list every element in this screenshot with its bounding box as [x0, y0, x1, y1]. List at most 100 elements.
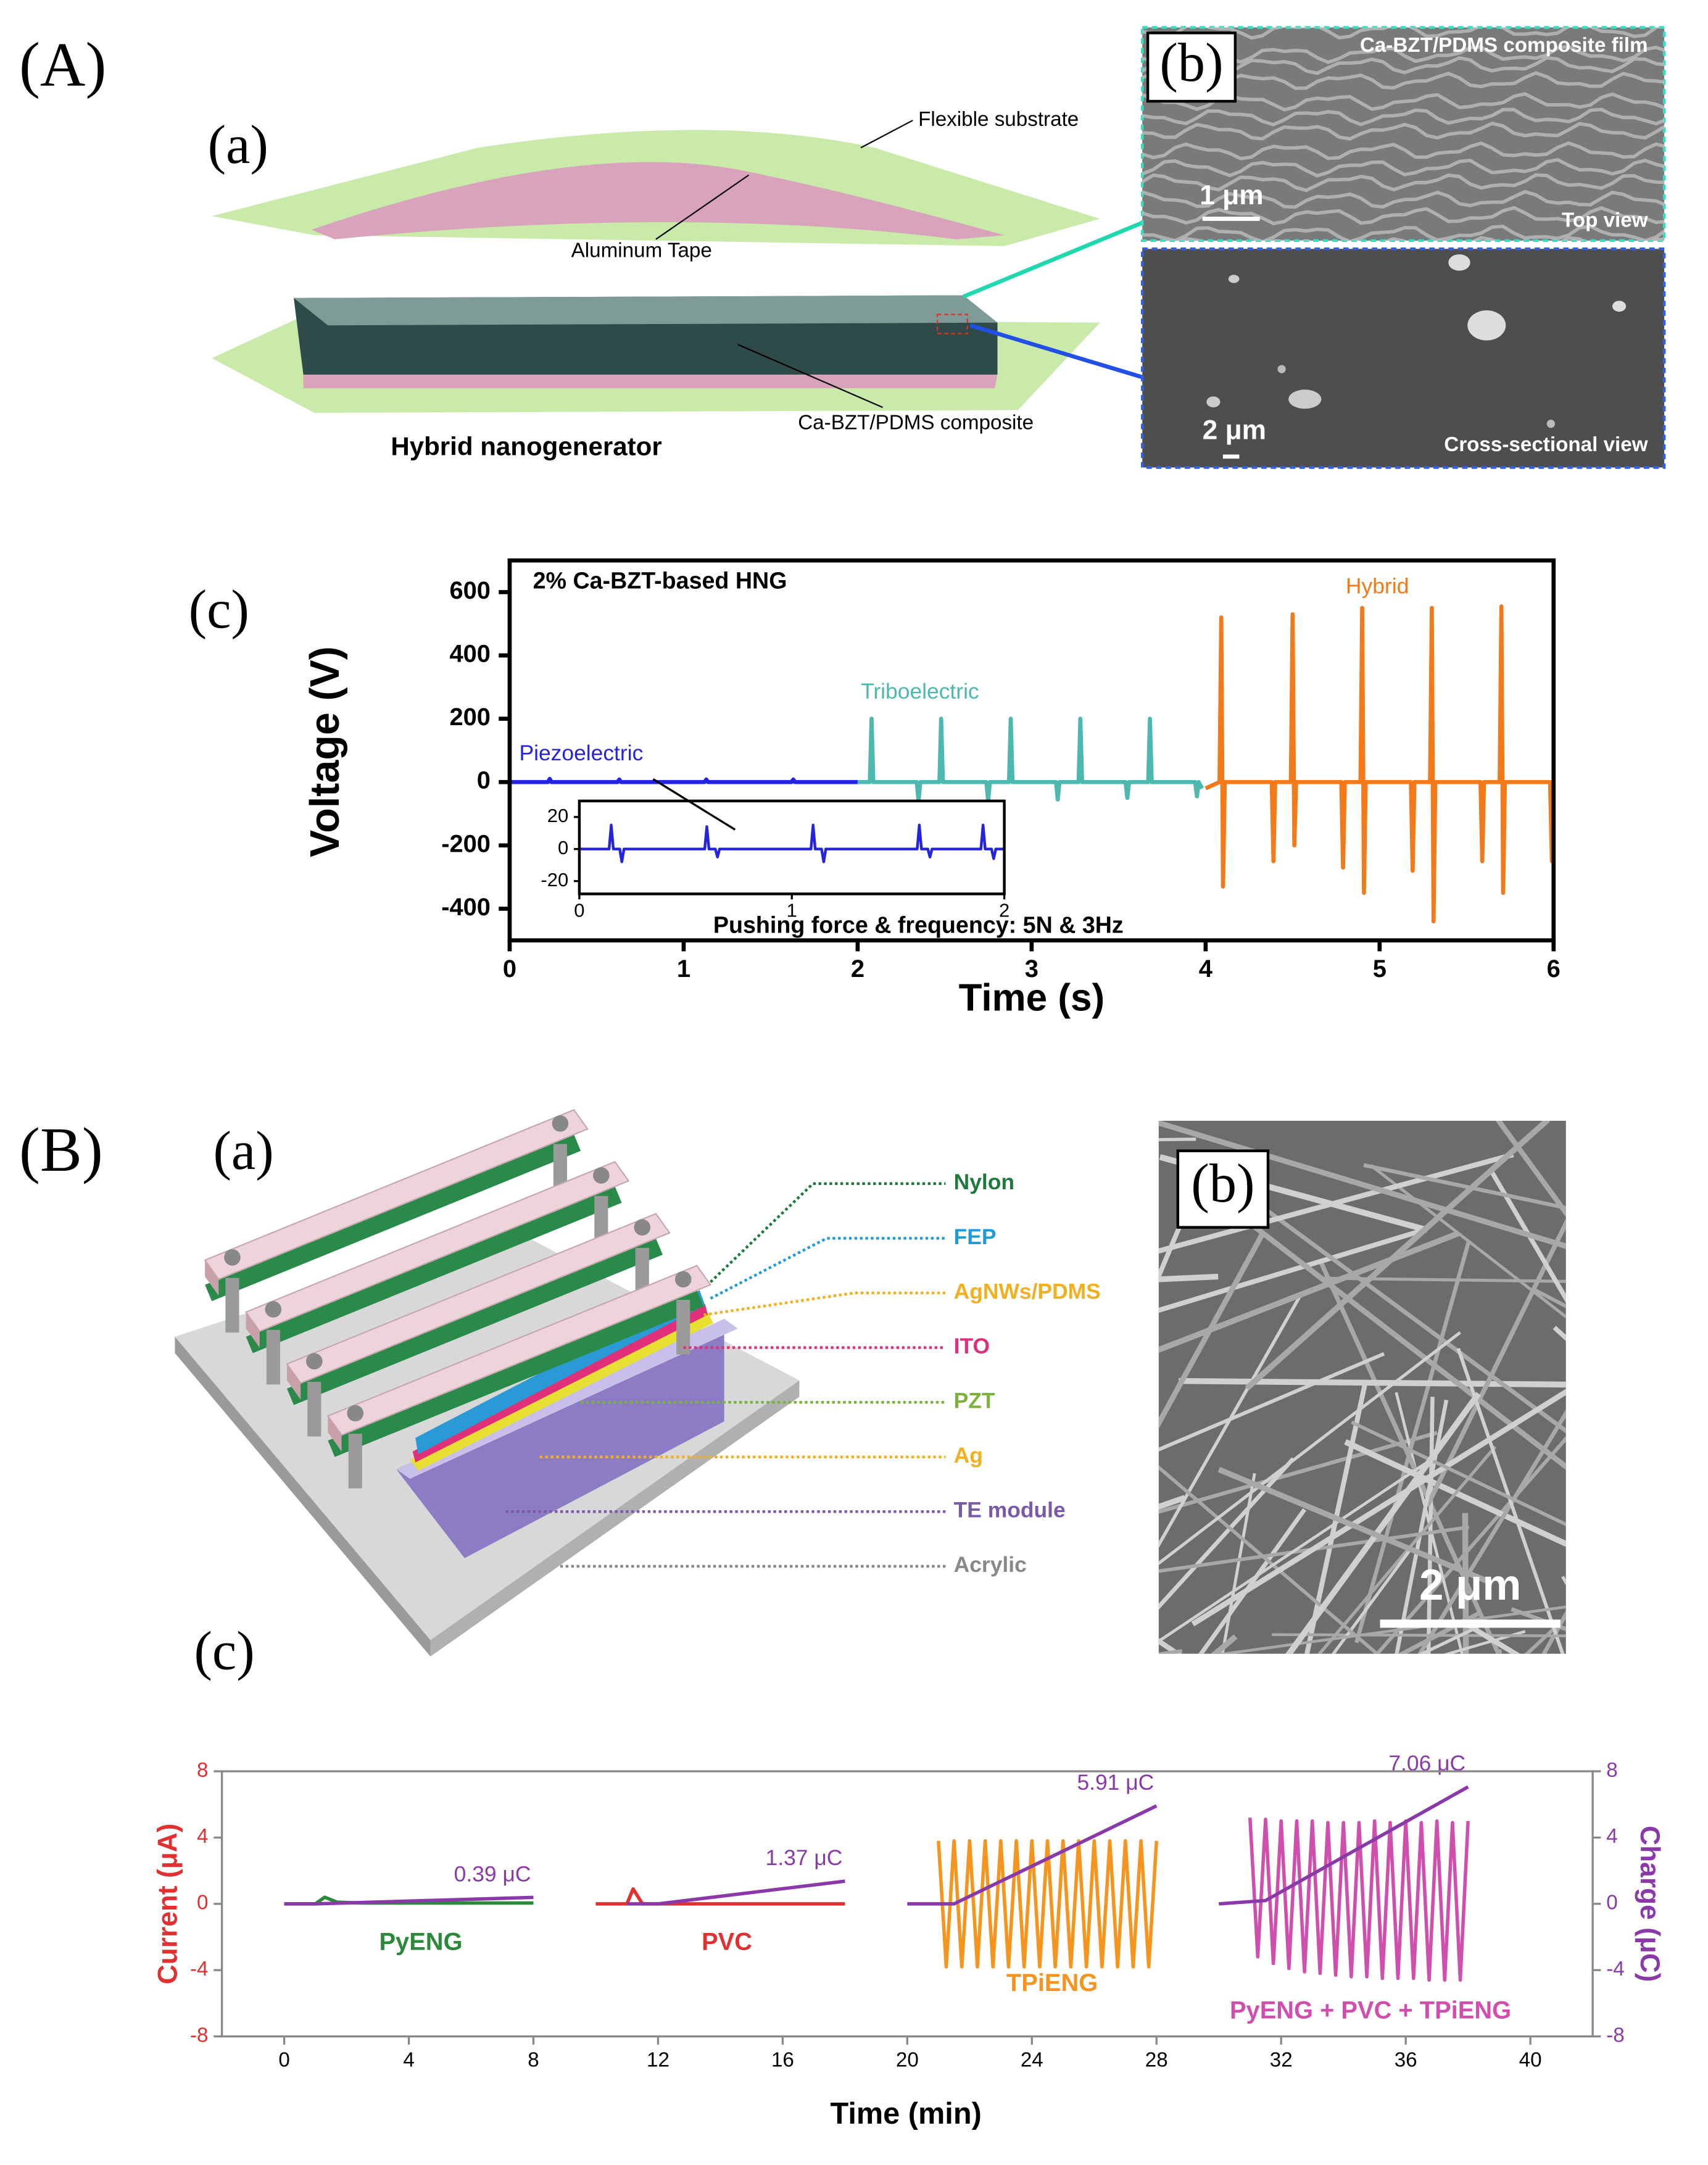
scale-label: 1 μm [1200, 180, 1263, 210]
sem-caption: Top view [1562, 209, 1648, 232]
scale-label: 2 μm [1203, 415, 1266, 446]
series-label: Triboelectric [861, 679, 979, 704]
y2-tick-label: 0 [1606, 1892, 1617, 1914]
fiber [1498, 1649, 1502, 1654]
sem-caption: Cross-sectional view [1444, 433, 1648, 456]
particle [1448, 254, 1470, 271]
x-tick-label: 2 [851, 955, 864, 983]
x-tick-label: 5 [1373, 955, 1387, 983]
fiber [1217, 1466, 1493, 1585]
ito-layer [412, 1303, 708, 1463]
fiber [1158, 1638, 1182, 1654]
fiber [1158, 1331, 1461, 1566]
post [676, 1300, 690, 1355]
x-tick-label: 0 [503, 955, 516, 983]
wrinkle [1142, 206, 1665, 226]
series-line [284, 1785, 1469, 1906]
diagram-label: Aluminum Tape [571, 239, 712, 262]
fiber [1459, 1619, 1520, 1654]
x-tick-label: 16 [771, 2048, 794, 2071]
particle [1288, 389, 1322, 409]
series-label: PVC [702, 1929, 752, 1956]
bolt [634, 1219, 651, 1236]
particle [1206, 396, 1221, 408]
y-tick-label: 8 [197, 1759, 208, 1782]
fiber [1541, 1610, 1566, 1654]
fiber [1351, 1420, 1566, 1527]
fiber [1317, 1445, 1497, 1654]
label-box [1146, 31, 1237, 103]
fiber [1488, 1167, 1566, 1303]
chart-title: 2% Ca-BZT-based HNG [533, 567, 787, 593]
leader-lines: Nylon FEP AgNWs/PDMS ITO PZT Ag TE module Acryl… [505, 1170, 1101, 1577]
fiber [1250, 1222, 1566, 1470]
post [266, 1329, 280, 1385]
fiber [1158, 1137, 1196, 1142]
y2-tick-label: -8 [1606, 2024, 1625, 2047]
fiber [1221, 1473, 1256, 1654]
series-line [1204, 604, 1556, 924]
acrylic-edge [430, 1380, 800, 1657]
particle [1228, 275, 1240, 283]
x-tick-label: 20 [896, 2048, 919, 2071]
bar-side [246, 1312, 260, 1348]
y2-tick-label: 4 [1606, 1825, 1617, 1848]
y2-axis-label: Charge (μC) [1635, 1826, 1665, 1982]
bar [286, 1213, 671, 1384]
y-axis-label: Voltage (V) [302, 646, 348, 857]
bolt [224, 1249, 241, 1266]
fiber [1158, 1649, 1183, 1654]
wrinkle [1142, 141, 1665, 160]
leader-line [860, 120, 913, 149]
y-tick-label: 4 [197, 1825, 208, 1848]
fiber [1211, 1634, 1238, 1654]
y-tick-label: 0 [477, 767, 491, 794]
wrinkle [1142, 157, 1665, 178]
aluminum-tape [303, 374, 998, 389]
series-label: PyENG + PVC + TPiENG [1230, 1997, 1511, 2024]
x-tick-label: 2 [999, 899, 1009, 921]
y2-tick-label: -4 [1606, 1958, 1625, 1980]
charts: 0 1 2 3 4 5 6-400-2000200400600PiezoelectricTr… [152, 558, 1665, 2130]
bar-side [287, 1364, 301, 1400]
y-tick-label: 20 [547, 805, 568, 826]
diagram-label: Flexible substrate [918, 108, 1079, 131]
bolt [306, 1353, 323, 1370]
y-tick-label: -8 [190, 2024, 209, 2047]
sem-particles [1206, 254, 1627, 428]
particle [1612, 301, 1627, 312]
bar-green [328, 1290, 704, 1457]
scale-label: 2 μm [1419, 1561, 1521, 1610]
layer-label: TE module [954, 1498, 1066, 1523]
device-drawing [212, 120, 1153, 413]
series-line [595, 1887, 845, 1906]
subpanel-label: (b) [1191, 1153, 1254, 1214]
y-tick-label: 0 [558, 837, 568, 858]
series-line [857, 717, 1204, 804]
series-label: TPiENG [1006, 1969, 1098, 1997]
fiber [1561, 1576, 1566, 1586]
fiber [1363, 1163, 1566, 1210]
fiber [1574, 1568, 1708, 1750]
x-tick-label: 4 [403, 2048, 414, 2071]
acrylic-edge [175, 1336, 431, 1657]
bar [244, 1161, 630, 1332]
bolt [674, 1271, 692, 1288]
particle [1546, 420, 1555, 428]
bolt [347, 1405, 364, 1422]
fiber [1426, 1397, 1435, 1654]
leader-line [737, 344, 883, 409]
series-line [509, 776, 858, 784]
fiber [1198, 1508, 1306, 1654]
y-tick-label: 200 [449, 704, 490, 731]
fiber [1158, 1462, 1427, 1643]
plot-frame [220, 1770, 1594, 2038]
series-label: PyENG [379, 1929, 462, 1956]
fiber [1495, 1121, 1566, 1218]
x-tick-label: 12 [647, 2048, 670, 2071]
sem-title: Ca-BZT/PDMS composite film [1360, 34, 1648, 57]
diagram-label: Ca-BZT/PDMS composite [798, 411, 1034, 434]
aluminum-tape [311, 162, 1005, 239]
wrinkle [1142, 224, 1665, 241]
fiber [1280, 1654, 1609, 1954]
